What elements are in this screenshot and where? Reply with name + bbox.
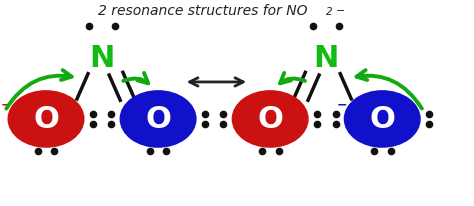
Text: O: O bbox=[257, 105, 283, 134]
Ellipse shape bbox=[346, 93, 419, 146]
Ellipse shape bbox=[234, 93, 307, 146]
Ellipse shape bbox=[122, 93, 194, 146]
Text: −: − bbox=[337, 98, 347, 111]
Ellipse shape bbox=[9, 93, 82, 146]
Text: 2: 2 bbox=[326, 7, 333, 17]
Text: O: O bbox=[145, 105, 171, 134]
Text: N: N bbox=[90, 43, 115, 73]
Text: 2 resonance structures for NO: 2 resonance structures for NO bbox=[98, 4, 307, 18]
Text: O: O bbox=[33, 105, 59, 134]
Text: O: O bbox=[369, 105, 395, 134]
Text: −: − bbox=[336, 6, 345, 16]
Text: N: N bbox=[313, 43, 339, 73]
Text: −: − bbox=[0, 98, 11, 111]
